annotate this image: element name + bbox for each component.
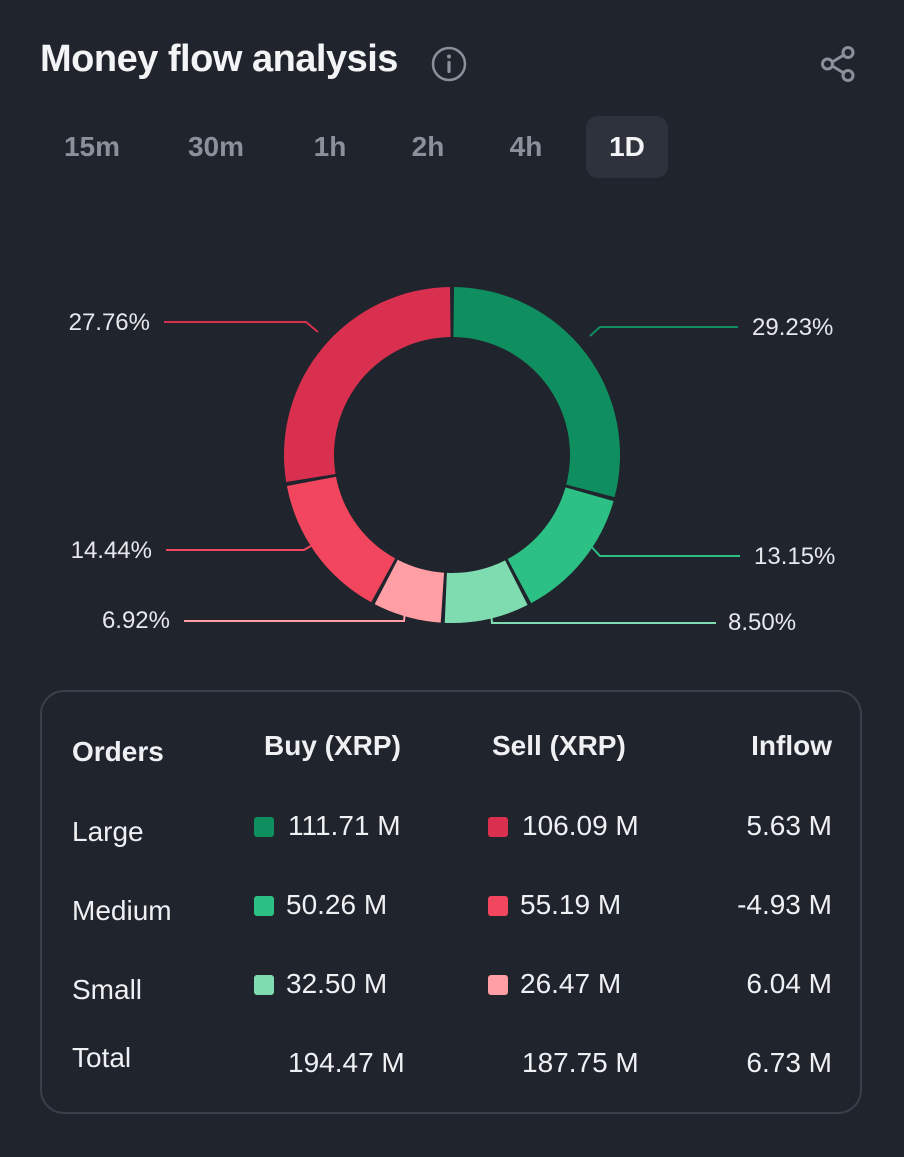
leader-line-sell-small (184, 601, 407, 622)
inflow-small-value: 6.04 M (746, 968, 832, 999)
buy-large-value: 111.71 M (288, 810, 401, 841)
slice-sell-small[interactable] (374, 559, 445, 623)
tab-15m[interactable]: 15m (63, 131, 121, 162)
slice-buy-large[interactable] (453, 287, 620, 498)
buy-medium-value: 50.26 M (286, 889, 388, 920)
header-inflow: Inflow (751, 730, 832, 761)
leader-line-sell-medium (166, 542, 317, 551)
inflow-medium-value: -4.93 M (737, 889, 832, 920)
row-label-total: Total (72, 1042, 132, 1073)
inflow-total-value: 6.73 M (746, 1047, 832, 1078)
sell-small-swatch (488, 975, 508, 995)
tab-30m[interactable]: 30m (187, 131, 245, 162)
orders-table: Orders Buy (XRP) Sell (XRP) Inflow Large… (40, 690, 862, 1114)
sell-small-value: 26.47 M (520, 968, 622, 999)
buy-large-swatch (254, 817, 274, 837)
slice-buy-medium[interactable] (507, 487, 614, 604)
slice-sell-medium[interactable] (286, 476, 396, 603)
tab-4h[interactable]: 4h (509, 131, 543, 162)
tab-2h[interactable]: 2h (411, 131, 445, 162)
row-label-medium: Medium (72, 895, 172, 926)
header-sell: Sell (XRP) (492, 730, 626, 761)
page-title: Money flow analysis (40, 38, 398, 80)
slice-buy-small[interactable] (444, 560, 528, 623)
header-orders: Orders (72, 736, 164, 767)
leader-line-buy-large (589, 326, 738, 337)
tab-1d[interactable]: 1D (586, 116, 668, 178)
buy-medium-swatch (254, 896, 274, 916)
leader-line-buy-small (489, 601, 716, 624)
buy-total-value: 194.47 M (288, 1047, 405, 1078)
info-icon[interactable] (430, 45, 468, 83)
slice-sell-large[interactable] (283, 287, 451, 483)
sell-total-value: 187.75 M (522, 1047, 639, 1078)
pct-label-buy-medium: 13.15% (754, 543, 835, 570)
leader-line-buy-medium (587, 542, 740, 557)
inflow-large-value: 5.63 M (746, 810, 832, 841)
pct-label-sell-small: 6.92% (102, 607, 170, 634)
row-label-large: Large (72, 816, 144, 847)
header-buy: Buy (XRP) (264, 730, 401, 761)
sell-medium-value: 55.19 M (520, 889, 622, 920)
money-flow-donut-chart: 29.23% 13.15% 8.50% 6.92% 14.44% 27.76% (69, 287, 835, 636)
pct-label-buy-large: 29.23% (752, 314, 833, 341)
sell-large-value: 106.09 M (522, 810, 639, 841)
share-icon[interactable] (818, 44, 858, 84)
sell-medium-swatch (488, 896, 508, 916)
tab-1h[interactable]: 1h (313, 131, 347, 162)
leader-line-sell-large (164, 321, 319, 333)
sell-large-swatch (488, 817, 508, 837)
pct-label-sell-medium: 14.44% (71, 537, 152, 564)
buy-small-swatch (254, 975, 274, 995)
row-label-small: Small (72, 974, 143, 1005)
pct-label-sell-large: 27.76% (69, 309, 150, 336)
buy-small-value: 32.50 M (286, 968, 388, 999)
pct-label-buy-small: 8.50% (728, 609, 796, 636)
